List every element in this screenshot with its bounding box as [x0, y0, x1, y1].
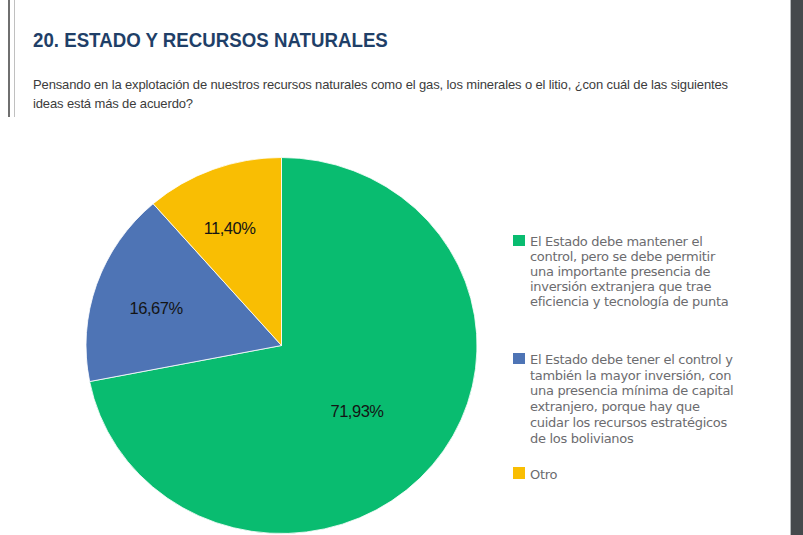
slice-label-1: 16,67% — [130, 299, 184, 317]
report-page: { "page": { "title": "20. ESTADO Y RECUR… — [0, 0, 803, 535]
slice-label-2: 11,40% — [204, 219, 257, 237]
legend-item-1: El Estado debe tener el control y tambié… — [513, 352, 781, 446]
window-edge-strip — [790, 0, 803, 535]
legend-swatch-0 — [513, 235, 525, 247]
legend-label-1: El Estado debe tener el control y tambié… — [530, 352, 733, 446]
legend-label-2: Otro — [530, 467, 557, 482]
legend-swatch-2 — [513, 467, 525, 479]
legend-item-2: Otro — [513, 467, 781, 482]
legend-label-0: El Estado debe mantener el control, pero… — [530, 234, 728, 309]
legend-swatch-1 — [513, 353, 525, 365]
slice-label-0: 71,93% — [331, 402, 385, 420]
legend-item-0: El Estado debe mantener el control, pero… — [513, 234, 781, 309]
chart-legend: El Estado debe mantener el control, pero… — [513, 234, 781, 482]
